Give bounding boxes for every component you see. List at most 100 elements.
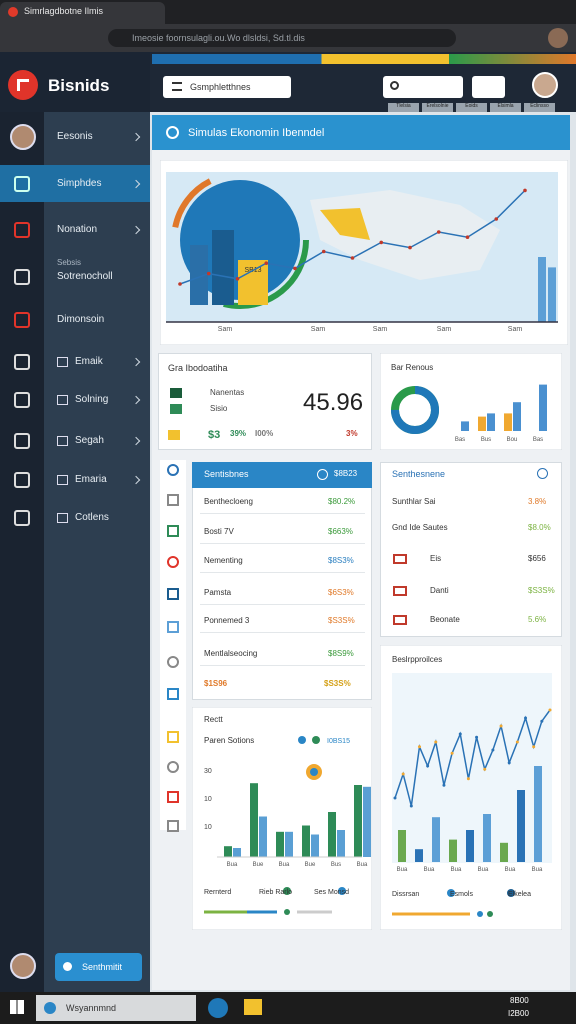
tool-icon[interactable]: [167, 588, 179, 600]
legend-label: Dissrsan: [392, 891, 419, 898]
nav-item[interactable]: Dimonsoin: [57, 314, 105, 325]
stat-footer: 3%: [346, 429, 358, 438]
line-point: [532, 745, 536, 749]
row-divider: [200, 604, 365, 605]
axis-label: Sam: [508, 326, 523, 333]
stat-row: Nanentas: [210, 388, 245, 397]
bar-card: Rectt Paren Sotions I0BS15 30 10 10 Bua Bue Bua B…: [192, 707, 372, 930]
app-icon[interactable]: [208, 998, 228, 1018]
header-chip[interactable]: Tlelsia: [388, 103, 419, 112]
x-label: Bua: [532, 867, 543, 873]
donut-card-bar: [478, 416, 486, 431]
tool-icon[interactable]: [167, 525, 179, 537]
stat-footer: $3: [208, 429, 221, 441]
tool-icon[interactable]: [167, 791, 179, 803]
row-value: $S3S%: [328, 616, 355, 625]
line-point: [466, 777, 470, 781]
clock-time: 8B00: [510, 996, 529, 1005]
url-box[interactable]: [108, 29, 456, 47]
nav-item[interactable]: Emaria: [75, 474, 107, 485]
tool-icon[interactable]: [167, 688, 179, 700]
row-divider: [200, 632, 365, 633]
line-point: [442, 783, 446, 787]
row-label: Mentlalseocing: [204, 649, 258, 658]
row-value: $S3S%: [528, 586, 555, 595]
axis-label: Sam: [437, 326, 452, 333]
nav-sub-icon: [57, 475, 68, 485]
taskbar-search[interactable]: Wsyannmnd: [66, 1003, 117, 1013]
settings-button[interactable]: [472, 76, 505, 98]
bar: [276, 831, 284, 857]
line-point: [475, 735, 479, 739]
nav-icon: [14, 510, 30, 526]
legend-label: Esmols: [450, 891, 473, 898]
header-chip[interactable]: Erelsolnie: [422, 103, 453, 112]
big-value: 45.96: [303, 389, 364, 416]
trend-point: [264, 261, 269, 265]
nav-sub-icon: [57, 513, 68, 523]
tool-icon[interactable]: [167, 556, 179, 568]
sidebar-avatar: [10, 953, 36, 979]
land: [320, 208, 370, 240]
donut-card-bar: [504, 413, 512, 431]
tool-icon[interactable]: [167, 621, 179, 633]
x-label: Bue: [305, 862, 316, 868]
search-text: Gsmphletthnes: [190, 82, 251, 92]
taskbar-search[interactable]: [36, 995, 196, 1021]
nav-item[interactable]: Simphdes: [57, 178, 102, 189]
nav-item[interactable]: Nonation: [57, 224, 98, 235]
app-name: Bisnids: [48, 76, 110, 95]
nav-item[interactable]: Segah: [75, 435, 104, 446]
card-subtitle: Paren Sotions: [204, 736, 254, 745]
nav-item[interactable]: Cotlens: [75, 512, 109, 523]
tab[interactable]: [0, 2, 165, 24]
bar-label: Bas: [533, 437, 543, 443]
donut-card-bar: [461, 421, 469, 431]
nav-item[interactable]: Solning: [75, 394, 109, 405]
profile-avatar[interactable]: [548, 28, 568, 48]
line-point: [491, 748, 495, 752]
header-chip[interactable]: Eoids: [456, 103, 487, 112]
legend-dot: [507, 889, 515, 897]
url: Imeosie foornsulagli.ou.Wo dlsldsi, Sd.t…: [132, 33, 305, 43]
tool-icon[interactable]: [167, 494, 179, 506]
nav-item[interactable]: Eesonis: [57, 131, 93, 142]
bar: [517, 790, 525, 862]
x-label: Bua: [478, 867, 489, 873]
trend-point: [408, 245, 412, 250]
x-label: Bua: [424, 867, 435, 873]
search-icon: [44, 1002, 56, 1014]
tool-icon[interactable]: [167, 820, 179, 832]
line-point: [458, 732, 462, 736]
hamburger: [172, 82, 182, 91]
header-icon: [537, 468, 548, 479]
line-point: [401, 772, 405, 776]
user-avatar[interactable]: [532, 72, 558, 98]
row-label: Danti: [430, 586, 449, 595]
nav-item[interactable]: Sotrenocholl: [57, 271, 113, 282]
icon-rail: [0, 112, 44, 992]
header-chip[interactable]: Elsimla: [490, 103, 521, 112]
tool-icon[interactable]: [167, 464, 179, 476]
tool-icon[interactable]: [167, 656, 179, 668]
table-header: [192, 462, 372, 488]
legend-dot: [447, 889, 455, 897]
nav-item[interactable]: Emaik: [75, 356, 103, 367]
bar: [233, 848, 241, 857]
trend-point: [465, 235, 470, 239]
legend-label: Rieb Rarlo: [259, 889, 292, 896]
stat-card: [158, 353, 372, 450]
header-chip[interactable]: Eclinsso: [524, 103, 555, 112]
trend-point: [523, 188, 527, 193]
search-box[interactable]: [383, 76, 463, 98]
app-icon[interactable]: [244, 999, 262, 1015]
tool-icon[interactable]: [167, 761, 179, 773]
tool-icon[interactable]: [167, 731, 179, 743]
active-item[interactable]: [0, 165, 150, 202]
x-label: Bua: [451, 867, 462, 873]
line-point: [434, 740, 438, 744]
menu-search[interactable]: [163, 76, 291, 98]
row-value: $663%: [328, 527, 353, 536]
start-button[interactable]: [10, 1000, 24, 1014]
